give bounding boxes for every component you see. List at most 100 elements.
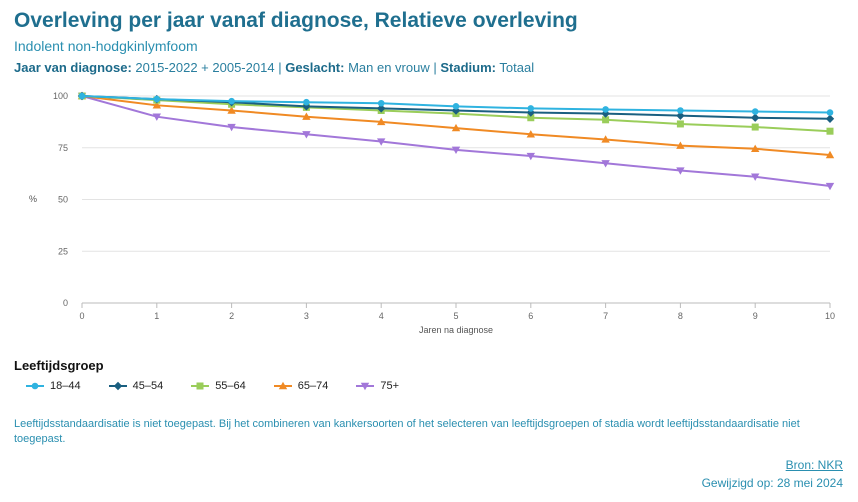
data-point [526,152,535,161]
x-tick-label: 7 [603,311,608,321]
x-tick-label: 6 [528,311,533,321]
data-point [676,120,684,128]
data-point [601,135,610,143]
sex-filter-label: Geslacht: [285,60,345,75]
data-point [677,107,684,114]
data-point [152,101,161,109]
data-point [825,114,835,123]
x-tick-label: 5 [453,311,458,321]
y-axis-ticks: 0 25 50 75 100 [53,91,68,308]
data-point [377,99,385,107]
data-point [452,103,460,110]
legend-item[interactable]: 45–54 [108,380,164,392]
data-point [303,98,310,106]
data-point [78,92,86,100]
legend-label: 55–64 [215,380,246,392]
year-filter-label: Jaar van diagnose: [14,60,132,75]
data-point [751,173,760,181]
data-point [227,106,236,114]
legend-marker-icon [26,382,44,390]
data-point [152,113,161,121]
data-point [751,123,759,131]
legend-symbol [113,381,122,391]
chart-gridlines [82,95,830,304]
legend-label: 65–74 [297,380,329,392]
y-tick-label: 100 [53,91,68,101]
data-point [526,130,535,138]
legend-label: 45–54 [132,380,164,392]
x-tick-label: 0 [79,311,84,321]
data-point [451,123,461,132]
data-point [602,106,609,113]
y-tick-label: 50 [58,195,68,205]
chart-title: Overleving per jaar vanaf diagnose, Rela… [14,9,578,32]
standardisation-note: Leeftijdsstandaardisatie is niet toegepa… [14,418,800,445]
survival-line-chart: 0 25 50 75 100 0 1 2 3 4 5 6 7 8 9 10 % Jaren na diagn… [29,91,835,335]
y-tick-label: 75 [58,143,68,153]
y-axis-label: % [29,194,37,204]
data-point [676,111,685,120]
legend-symbol [278,381,287,390]
stage-filter-value: Totaal [499,60,535,75]
legend-marker-icon [356,382,375,391]
legend-item[interactable]: 65–74 [273,380,329,392]
data-point [227,123,236,132]
data-point [377,104,386,113]
x-tick-label: 9 [753,311,758,321]
x-tick-label: 8 [678,311,683,321]
x-tick-label: 10 [825,311,835,321]
data-point [228,97,235,105]
source-link[interactable]: Bron: NKR [785,458,843,472]
legend-label: 75+ [380,380,400,392]
legend-item[interactable]: 55–64 [191,380,246,392]
data-point [377,138,386,146]
data-point [451,146,461,155]
data-point [526,108,535,117]
legend-item[interactable]: 18–44 [26,380,81,392]
filter-separator: | [433,60,437,75]
data-point [676,141,685,149]
data-point [302,131,311,139]
legend-symbol [361,382,370,391]
x-tick-label: 2 [229,311,234,321]
chart-legend: 18–44 45–54 55–64 65–74 75+ [26,380,427,392]
data-point [826,127,834,135]
filter-separator: | [278,60,282,75]
stage-filter-label: Stadium: [440,60,496,75]
legend-symbol [196,382,204,390]
x-tick-label: 3 [304,311,309,321]
modified-date: Gewijzigd op: 28 mei 2024 [701,476,843,490]
year-filter-value: 2015-2022 + 2005-2014 [135,60,275,75]
data-point [602,116,610,124]
legend-symbol [31,382,39,390]
data-point [527,114,535,122]
filter-summary: Jaar van diagnose: 2015-2022 + 2005-2014… [14,60,534,75]
sex-filter-value: Man en vrouw [348,60,430,75]
data-point [153,95,161,103]
data-point [751,144,760,152]
data-point [527,105,535,112]
legend-marker-icon [108,381,127,391]
legend-title: Leeftijdsgroep [14,358,104,373]
data-point [825,182,835,191]
legend-label: 18–44 [50,380,81,392]
data-point [377,117,386,126]
x-tick-label: 4 [379,311,384,321]
data-point [676,167,685,175]
data-point [751,113,760,122]
x-tick-label: 1 [154,311,159,321]
legend-item[interactable]: 75+ [356,380,399,392]
x-axis-label: Jaren na diagnose [419,325,493,335]
data-point [825,150,835,159]
chart-series [77,91,835,191]
y-tick-label: 25 [58,246,68,256]
y-tick-label: 0 [63,298,68,308]
data-point [751,108,759,115]
data-point [302,112,311,120]
data-point [826,109,834,116]
data-point [601,160,610,168]
legend-marker-icon [273,381,292,390]
chart-subtitle: Indolent non-hodgkinlymfoom [14,38,198,54]
x-axis-ticks: 0 1 2 3 4 5 6 7 8 9 10 [79,303,835,321]
legend-marker-icon [191,382,210,390]
